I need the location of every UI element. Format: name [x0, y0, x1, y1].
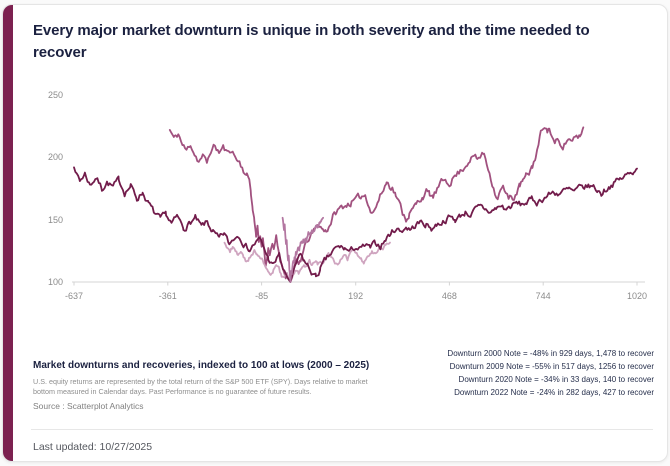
- y-axis-label: 200: [47, 152, 63, 163]
- footer-divider: [31, 429, 653, 430]
- series-downturn-2009: [168, 126, 585, 283]
- caption-heading: Market downturns and recoveries, indexed…: [33, 360, 370, 371]
- downturn-note-2000: Downturn 2000 Note = -48% in 929 days, 1…: [447, 349, 654, 358]
- page-title: Every major market downturn is unique in…: [33, 22, 590, 61]
- series-downturn-2022: [223, 241, 391, 283]
- x-axis-label: 468: [441, 291, 457, 301]
- x-axis-label: -361: [158, 291, 177, 301]
- x-axis-label: -637: [64, 291, 83, 301]
- accent-bar: [3, 5, 13, 461]
- downturn-note-2009: Downturn 2009 Note = -55% in 517 days, 1…: [449, 362, 654, 371]
- x-axis-label: 744: [535, 291, 551, 301]
- y-axis-label: 150: [47, 214, 63, 225]
- x-axis-label: 1020: [626, 291, 648, 301]
- x-axis-label: 192: [348, 291, 364, 301]
- line-chart: 250 200 150 100 -637 -361 -85 192 468 744 1020: [3, 5, 667, 461]
- series-downturn-2000: [73, 166, 638, 283]
- downturn-note-2022: Downturn 2022 Note = -24% in 282 days, 4…: [454, 388, 654, 397]
- last-updated-text: Last updated: 10/27/2025: [33, 441, 153, 453]
- series-downturn-2020: [281, 216, 325, 283]
- downturn-notes: Downturn 2000 Note = -48% in 929 days, 1…: [447, 347, 654, 399]
- caption-footnote: U.S. equity returns are represented by t…: [33, 376, 368, 397]
- summary-card: Every major market downturn is unique in…: [2, 4, 668, 462]
- y-axis-label: 250: [47, 90, 63, 100]
- downturn-note-2020: Downturn 2020 Note = -34% in 33 days, 14…: [458, 375, 654, 384]
- y-axis-label: 100: [47, 277, 63, 287]
- caption-source: Source : Scatterplot Analytics: [33, 400, 144, 411]
- x-axis-label: -85: [255, 291, 269, 301]
- chart-caption: Market downturns and recoveries, indexed…: [33, 360, 381, 411]
- plot-svg: [72, 126, 645, 286]
